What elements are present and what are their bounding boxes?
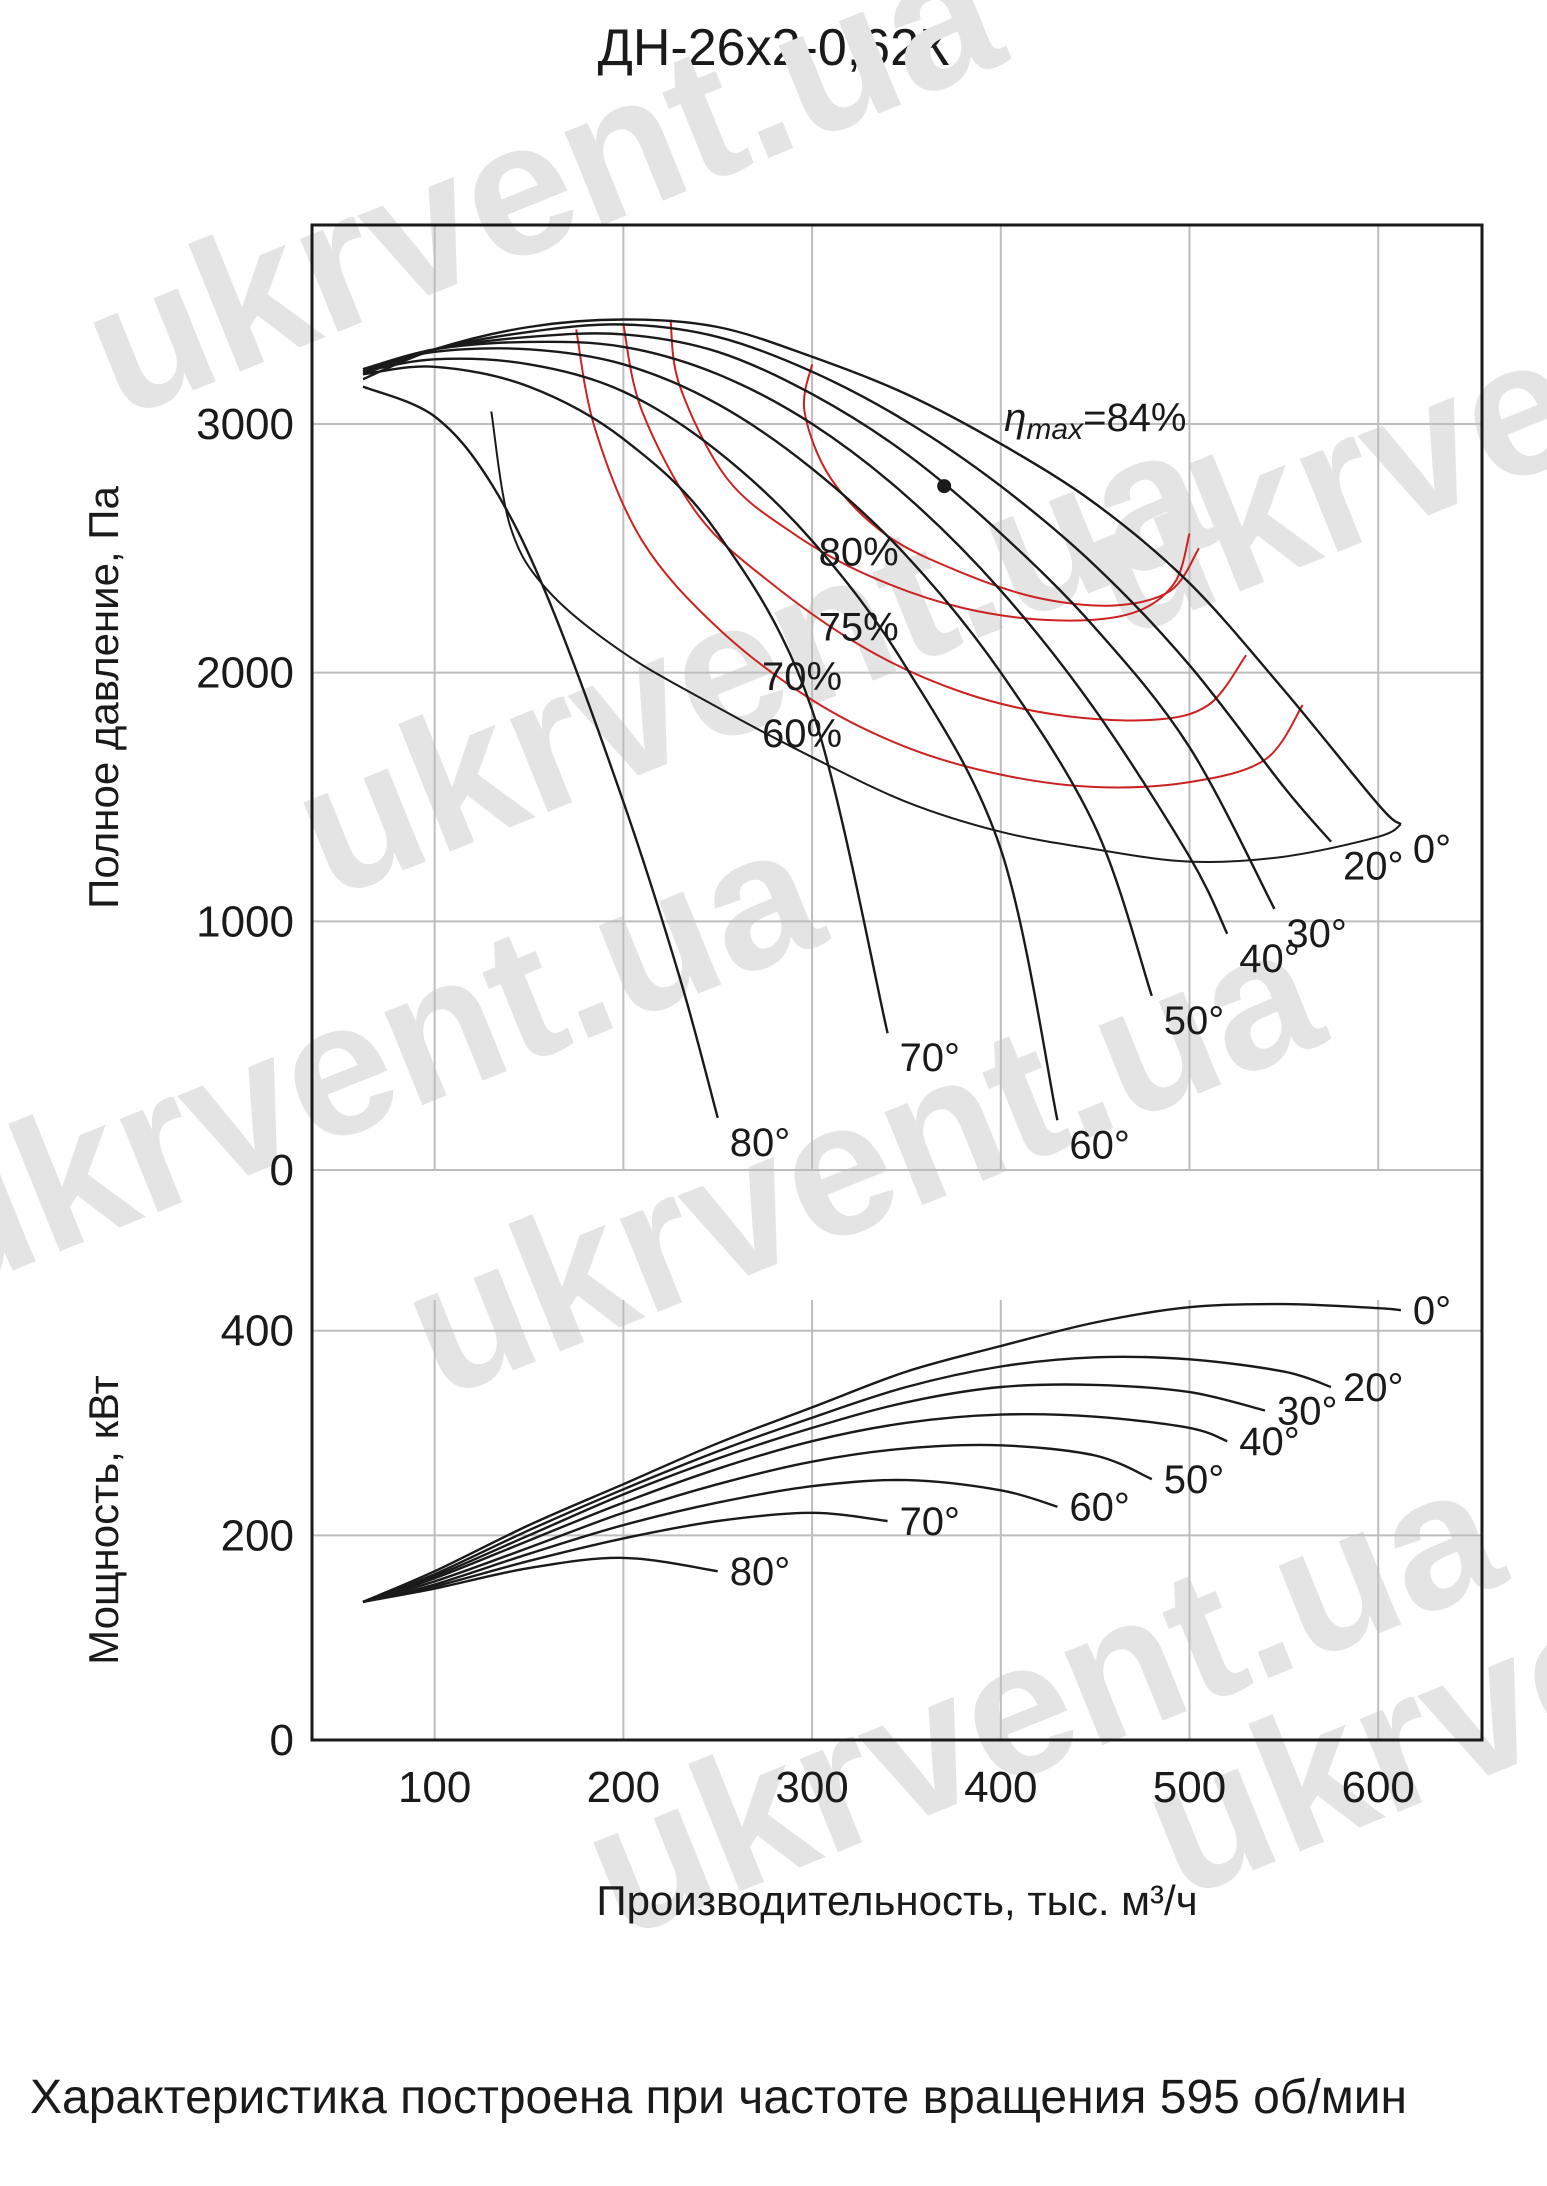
efficiency-curve-70pct: [575, 329, 1304, 789]
curve-power-30deg: [362, 1383, 1266, 1604]
curve-label-40deg: 40°: [1239, 937, 1300, 981]
characteristic-curves: [362, 318, 1402, 1604]
y-axis-title: Полное давление, Па: [80, 486, 127, 909]
curve-label-70deg: 70°: [900, 1500, 961, 1544]
watermark-text: ukrvent.ua: [56, 0, 1028, 458]
x-tick-label: 100: [398, 1763, 471, 1812]
y-tick-label: 200: [221, 1511, 294, 1560]
curve-pressure-70deg: [362, 365, 889, 1034]
curve-label-50deg: 50°: [1164, 999, 1225, 1043]
y-tick-label: 3000: [196, 400, 294, 449]
y-tick-label: 1000: [196, 897, 294, 946]
curve-label-40deg: 40°: [1239, 1420, 1300, 1464]
efficiency-curve-75pct: [622, 324, 1247, 722]
curve-power-20deg: [362, 1355, 1332, 1604]
x-tick-label: 300: [775, 1763, 848, 1812]
curve-pressure-30deg: [362, 332, 1276, 910]
efficiency-label-80pct: 80%: [819, 531, 899, 575]
curve-pressure-20deg: [362, 323, 1332, 843]
curve-power-0deg: [362, 1302, 1402, 1603]
x-axis-title: Производительность, тыс. м³/ч: [596, 1877, 1197, 1924]
y-axis-title: Мощность, кВт: [80, 1375, 127, 1665]
curve-power-80deg: [362, 1556, 718, 1604]
curve-label-60deg: 60°: [1069, 1486, 1130, 1530]
plot-frame: [310, 223, 1484, 1742]
efficiency-label-75pct: 75%: [819, 605, 899, 649]
curve-pressure-60deg: [362, 357, 1059, 1121]
curve-label-0deg: 0°: [1413, 827, 1451, 871]
curve-label-80deg: 80°: [730, 1550, 791, 1594]
y-tick-label: 2000: [196, 649, 294, 698]
efficiency-curve-80pct: [669, 319, 1191, 622]
efficiency-label-60pct: 60%: [762, 712, 842, 756]
curve-pressure-50deg: [362, 347, 1153, 997]
curve-power-70deg: [362, 1511, 888, 1604]
curve-pressure-40deg: [362, 340, 1229, 935]
curve-power-40deg: [362, 1412, 1228, 1604]
y-tick-label: 0: [270, 1146, 294, 1195]
x-tick-label: 500: [1153, 1763, 1226, 1812]
curve-label-50deg: 50°: [1164, 1458, 1225, 1502]
x-tick-label: 200: [587, 1763, 660, 1812]
watermark-layer: ukrvent.uaukrvent.uaukrvent.uaukrvent.ua…: [0, 0, 1547, 1978]
curve-label-70deg: 70°: [900, 1036, 961, 1080]
curve-label-80deg: 80°: [730, 1121, 791, 1165]
curve-pressure-80deg: [362, 385, 719, 1119]
x-tick-label: 600: [1341, 1763, 1414, 1812]
curve-label-30deg: 30°: [1277, 1390, 1338, 1434]
y-tick-label: 400: [221, 1307, 294, 1356]
efficiency-curve-60pct: [490, 411, 1402, 863]
curve-label-30deg: 30°: [1286, 912, 1347, 956]
max-efficiency-annotation: ηmax=84%: [1004, 396, 1186, 446]
chart-title: ДН-26х2-0,62К: [597, 19, 950, 77]
y-tick-label: 0: [270, 1716, 294, 1765]
curve-label-0deg: 0°: [1413, 1289, 1451, 1333]
curve-label-20deg: 20°: [1343, 845, 1404, 889]
max-efficiency-point: [937, 479, 952, 494]
curve-power-50deg: [362, 1443, 1153, 1604]
efficiency-label-70pct: 70%: [762, 655, 842, 699]
efficiency-curve-unnamed: [802, 364, 1200, 607]
curve-power-60deg: [362, 1478, 1058, 1604]
efficiency-curves: [490, 319, 1402, 863]
rotation-speed-note: Характеристика построена при частоте вра…: [30, 2071, 1408, 2124]
x-tick-label: 400: [964, 1763, 1037, 1812]
curve-pressure-0deg: [362, 318, 1402, 826]
curve-label-20deg: 20°: [1343, 1366, 1404, 1410]
curve-label-60deg: 60°: [1069, 1123, 1130, 1167]
